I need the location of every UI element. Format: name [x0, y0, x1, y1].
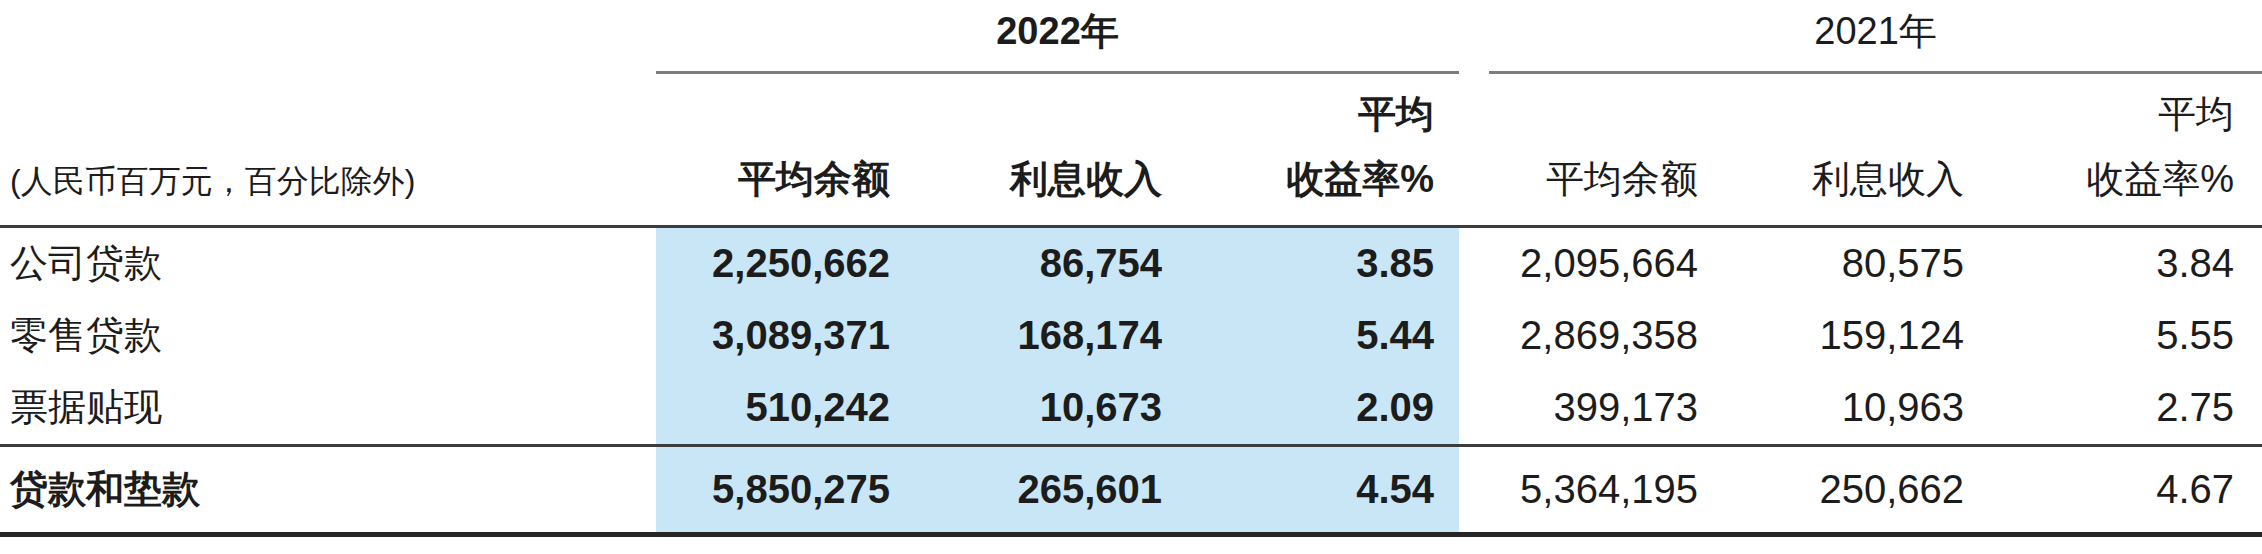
average-balance-yield-table: 2022年 2021年 (人民币百万元，百分比除外) 平均余额 利息收入 平均收… [0, 0, 2262, 537]
col-header-2021-avg-yield-line1: 平均 [1992, 82, 2234, 147]
cell-2021-avg-yield: 3.84 [1992, 226, 2262, 299]
col-header-2022-avg-yield-line1: 平均 [1187, 82, 1434, 147]
cell-2021-avg-yield: 4.67 [1992, 445, 2262, 534]
cell-2022-avg-yield: 3.85 [1187, 226, 1459, 299]
row-label: 贷款和垫款 [0, 445, 656, 534]
cell-2021-interest-income: 159,124 [1726, 299, 1992, 372]
cell-2022-avg-yield: 5.44 [1187, 299, 1459, 372]
column-group-spacer [1459, 226, 1489, 299]
column-group-spacer [1459, 72, 1489, 226]
cell-2022-interest-income: 86,754 [915, 226, 1187, 299]
row-label: 票据贴现 [0, 372, 656, 445]
col-header-2021-avg-yield: 平均收益率% [1992, 72, 2262, 226]
column-header-row: (人民币百万元，百分比除外) 平均余额 利息收入 平均收益率% 平均余额 利息收… [0, 72, 2262, 226]
cell-2022-interest-income: 168,174 [915, 299, 1187, 372]
cell-2022-avg-balance: 2,250,662 [656, 226, 915, 299]
corner-blank-cell [0, 0, 656, 72]
col-header-2021-avg-yield-line2: 收益率% [1992, 147, 2234, 212]
table-row-discounted-bills: 票据贴现 510,242 10,673 2.09 399,173 10,963 … [0, 372, 2262, 445]
cell-2022-avg-balance: 5,850,275 [656, 445, 915, 534]
col-header-2022-avg-yield: 平均收益率% [1187, 72, 1459, 226]
table-row-total-loans-and-advances: 贷款和垫款 5,850,275 265,601 4.54 5,364,195 2… [0, 445, 2262, 534]
cell-2021-interest-income: 80,575 [1726, 226, 1992, 299]
column-group-spacer [1459, 445, 1489, 534]
unit-note: (人民币百万元，百分比除外) [0, 72, 656, 226]
cell-2021-avg-balance: 5,364,195 [1489, 445, 1726, 534]
cell-2021-avg-balance: 399,173 [1489, 372, 1726, 445]
cell-2022-avg-yield: 2.09 [1187, 372, 1459, 445]
row-label: 公司贷款 [0, 226, 656, 299]
cell-2021-avg-balance: 2,869,358 [1489, 299, 1726, 372]
col-header-2021-avg-balance: 平均余额 [1489, 72, 1726, 226]
cell-2022-interest-income: 10,673 [915, 372, 1187, 445]
col-header-2022-avg-balance: 平均余额 [656, 72, 915, 226]
cell-2021-interest-income: 10,963 [1726, 372, 1992, 445]
cell-2021-avg-balance: 2,095,664 [1489, 226, 1726, 299]
col-header-2021-interest-income: 利息收入 [1726, 72, 1992, 226]
cell-2022-avg-balance: 3,089,371 [656, 299, 915, 372]
year-2022-header: 2022年 [656, 0, 1459, 72]
table-row-retail-loans: 零售贷款 3,089,371 168,174 5.44 2,869,358 15… [0, 299, 2262, 372]
cell-2021-interest-income: 250,662 [1726, 445, 1992, 534]
table-row-corporate-loans: 公司贷款 2,250,662 86,754 3.85 2,095,664 80,… [0, 226, 2262, 299]
year-header-row: 2022年 2021年 [0, 0, 2262, 72]
cell-2021-avg-yield: 2.75 [1992, 372, 2262, 445]
cell-2022-avg-balance: 510,242 [656, 372, 915, 445]
column-group-spacer [1459, 0, 1489, 72]
column-group-spacer [1459, 372, 1489, 445]
year-2021-header: 2021年 [1489, 0, 2262, 72]
cell-2022-interest-income: 265,601 [915, 445, 1187, 534]
cell-2022-avg-yield: 4.54 [1187, 445, 1459, 534]
row-label: 零售贷款 [0, 299, 656, 372]
col-header-2022-avg-yield-line2: 收益率% [1187, 147, 1434, 212]
column-group-spacer [1459, 299, 1489, 372]
col-header-2022-interest-income: 利息收入 [915, 72, 1187, 226]
cell-2021-avg-yield: 5.55 [1992, 299, 2262, 372]
